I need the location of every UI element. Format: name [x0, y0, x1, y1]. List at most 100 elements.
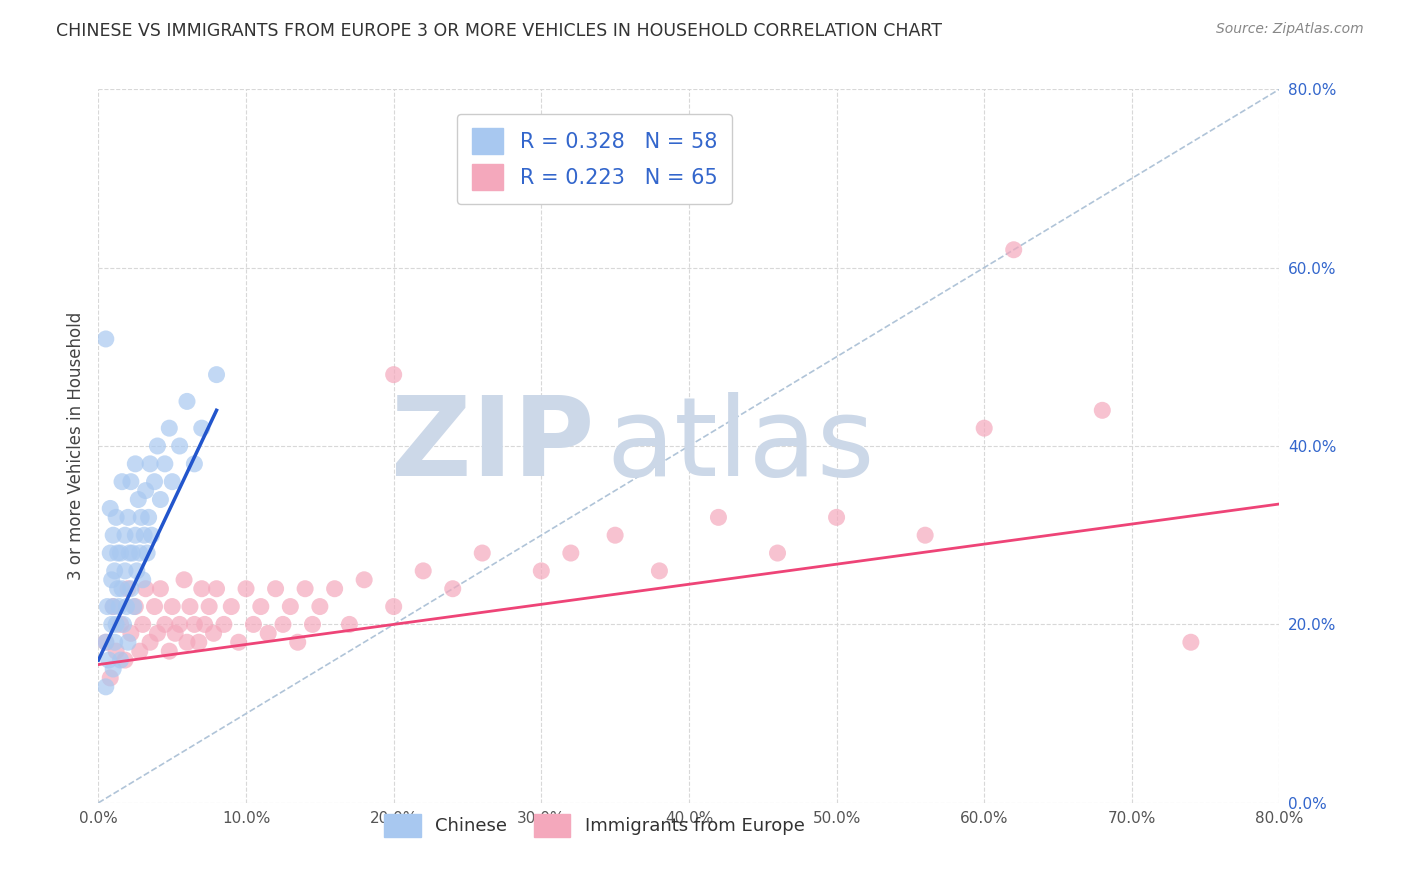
Point: [205, 582, 228, 596]
Point: [176, 635, 198, 649]
Point: [560, 546, 582, 560]
Point: [191, 582, 214, 596]
Point: [382, 599, 405, 614]
Point: [103, 599, 125, 614]
Point: [98, 501, 121, 516]
Point: [105, 510, 128, 524]
Point: [264, 582, 287, 596]
Point: [441, 582, 464, 596]
Point: [110, 653, 132, 667]
Point: [294, 582, 316, 596]
Point: [117, 510, 139, 524]
Point: [103, 662, 125, 676]
Point: [1002, 243, 1025, 257]
Point: [157, 644, 180, 658]
Point: [143, 599, 166, 614]
Point: [149, 492, 172, 507]
Point: [100, 573, 122, 587]
Point: [110, 617, 132, 632]
Point: [111, 582, 134, 596]
Point: [117, 635, 139, 649]
Point: [94, 635, 117, 649]
Point: [124, 457, 146, 471]
Point: [471, 546, 494, 560]
Point: [382, 368, 405, 382]
Point: [105, 644, 128, 658]
Point: [146, 626, 169, 640]
Point: [121, 546, 143, 560]
Point: [825, 510, 848, 524]
Point: [107, 582, 129, 596]
Point: [146, 439, 169, 453]
Point: [187, 635, 209, 649]
Point: [114, 528, 136, 542]
Point: [110, 546, 132, 560]
Point: [914, 528, 936, 542]
Point: [107, 546, 129, 560]
Point: [134, 528, 156, 542]
Point: [118, 546, 141, 560]
Point: [339, 617, 361, 632]
Point: [173, 573, 195, 587]
Point: [94, 635, 117, 649]
Point: [766, 546, 789, 560]
Point: [165, 626, 187, 640]
Point: [115, 599, 138, 614]
Point: [129, 510, 152, 524]
Point: [114, 653, 136, 667]
Point: [194, 617, 217, 632]
Point: [648, 564, 671, 578]
Point: [94, 680, 117, 694]
Point: [242, 617, 264, 632]
Legend: Chinese, Immigrants from Europe: Chinese, Immigrants from Europe: [377, 807, 811, 844]
Point: [973, 421, 995, 435]
Point: [235, 582, 257, 596]
Point: [228, 635, 250, 649]
Point: [108, 599, 131, 614]
Point: [103, 599, 125, 614]
Point: [128, 644, 150, 658]
Point: [111, 475, 134, 489]
Point: [353, 573, 375, 587]
Point: [301, 617, 323, 632]
Point: [212, 617, 235, 632]
Point: [412, 564, 434, 578]
Point: [250, 599, 273, 614]
Point: [183, 457, 205, 471]
Point: [122, 599, 145, 614]
Point: [98, 671, 121, 685]
Point: [169, 439, 191, 453]
Point: [143, 475, 166, 489]
Point: [132, 573, 155, 587]
Point: [179, 599, 201, 614]
Point: [138, 510, 160, 524]
Point: [112, 617, 135, 632]
Point: [323, 582, 346, 596]
Point: [280, 599, 302, 614]
Point: [309, 599, 332, 614]
Point: [287, 635, 309, 649]
Point: [1180, 635, 1202, 649]
Point: [139, 635, 162, 649]
Point: [183, 617, 205, 632]
Text: CHINESE VS IMMIGRANTS FROM EUROPE 3 OR MORE VEHICLES IN HOUSEHOLD CORRELATION CH: CHINESE VS IMMIGRANTS FROM EUROPE 3 OR M…: [56, 22, 942, 40]
Point: [132, 617, 155, 632]
Point: [97, 653, 120, 667]
Point: [135, 582, 157, 596]
Point: [125, 564, 148, 578]
Point: [124, 599, 146, 614]
Point: [153, 457, 176, 471]
Point: [98, 546, 121, 560]
Point: [162, 475, 183, 489]
Point: [104, 564, 127, 578]
Point: [120, 626, 142, 640]
Point: [162, 599, 183, 614]
Point: [257, 626, 280, 640]
Point: [135, 483, 157, 498]
Point: [198, 599, 221, 614]
Text: ZIP: ZIP: [391, 392, 595, 500]
Point: [124, 528, 146, 542]
Point: [153, 617, 176, 632]
Point: [221, 599, 243, 614]
Point: [141, 528, 163, 542]
